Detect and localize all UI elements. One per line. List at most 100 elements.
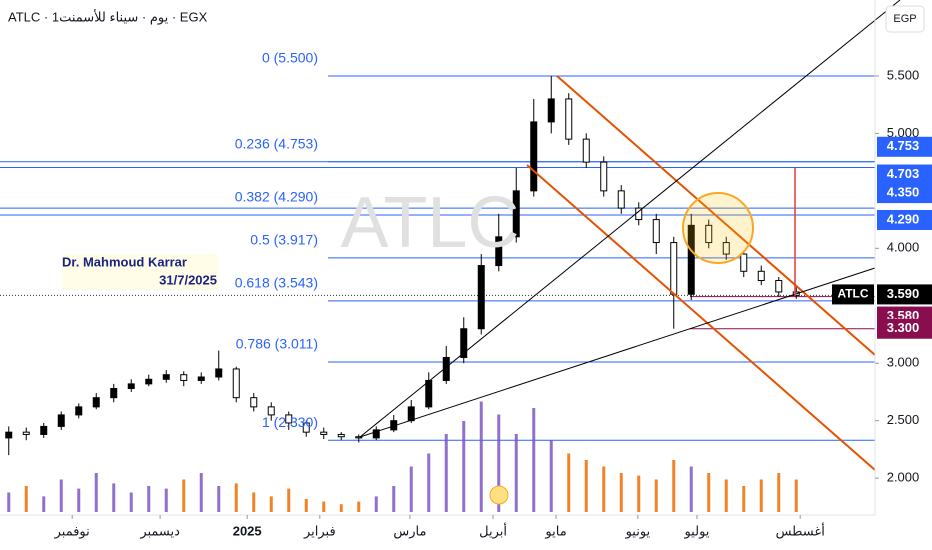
x-tick-label: مارس: [393, 523, 426, 539]
volume-bar: [77, 488, 81, 512]
volume-bar: [497, 414, 501, 512]
channel-upper: [556, 75, 876, 356]
candle-body: [232, 368, 240, 399]
price-label-box: [877, 284, 932, 305]
price-label-box: [877, 183, 932, 204]
volume-bar: [129, 492, 133, 512]
price-label-box: [877, 318, 932, 339]
trend-line: [359, 0, 901, 438]
volume-bar: [287, 488, 291, 512]
highlight-circle: [682, 192, 754, 264]
volume-bar: [689, 466, 693, 512]
dividend-icon: [489, 485, 509, 505]
drawings: [359, 0, 901, 505]
candle-body: [740, 253, 748, 272]
candle-body: [582, 138, 590, 163]
candle-body: [617, 190, 625, 209]
candle-body: [267, 406, 275, 416]
volume-bar: [392, 486, 396, 512]
x-tick-label: يوليو: [683, 523, 709, 539]
candle-body: [407, 406, 415, 422]
volume-bar: [357, 501, 361, 512]
volume-bar: [654, 479, 658, 512]
chart-title: ATLC · 1يوم · سيناء للأسمنت · EGX: [8, 8, 208, 25]
fib-label: 0.382 (4.290): [235, 189, 318, 205]
candle-body: [22, 431, 30, 435]
volume-bar: [199, 473, 203, 512]
volume-bar: [759, 479, 763, 512]
candle-body: [705, 224, 713, 244]
candle-body: [302, 422, 310, 433]
candle-body: [565, 98, 573, 140]
fib-label: 1 (2.330): [262, 414, 318, 430]
candle-body: [670, 242, 678, 295]
candle-body: [197, 376, 205, 381]
candle-body: [372, 429, 380, 439]
candle-body: [495, 236, 503, 267]
candle-body: [477, 265, 485, 330]
plot: [0, 75, 875, 512]
watermark: ATLC: [341, 183, 520, 263]
volume-bar: [182, 479, 186, 512]
volume-bar: [7, 492, 11, 512]
candle-body: [687, 224, 695, 295]
volume-bar: [269, 496, 273, 512]
price-label: 4.350: [887, 185, 920, 200]
candle-body: [355, 436, 363, 439]
volume-bar: [427, 453, 431, 512]
fib-label: 0.618 (3.543): [235, 275, 318, 291]
volume-bar: [94, 473, 98, 512]
author-box: [62, 254, 218, 290]
author: Dr. Mahmoud Karrar: [62, 254, 187, 269]
volume-bar: [444, 434, 448, 512]
candle-body: [547, 98, 555, 123]
volume-bar: [532, 408, 536, 512]
candle-body: [442, 356, 450, 381]
volume-bar: [374, 496, 378, 512]
y-tick-label: 3.000: [887, 355, 920, 370]
volume-bar: [164, 488, 168, 512]
volume-bar: [619, 473, 623, 512]
fib-label: 0 (5.500): [262, 50, 318, 66]
candle-body: [600, 161, 608, 192]
x-tick-label: فبراير: [303, 523, 336, 539]
x-tick-label: أبريل: [479, 522, 507, 539]
candle-body: [250, 397, 258, 408]
volume-bar: [514, 434, 518, 512]
price-label-box: [877, 164, 932, 185]
volume-bar: [479, 401, 483, 512]
volume-bar: [794, 479, 798, 512]
price-label-box: [877, 136, 932, 157]
volume-bar: [462, 421, 466, 512]
x-tick-label: نوفمبر: [54, 523, 90, 539]
volume-bar: [602, 466, 606, 512]
price-label: 3.300: [887, 320, 920, 335]
volume-bar: [637, 475, 641, 512]
candle-body: [127, 383, 135, 389]
y-tick-label: 2.500: [887, 412, 920, 427]
candle-body: [337, 433, 345, 438]
volume-bar: [707, 473, 711, 512]
fib-label: 0.236 (4.753): [235, 135, 318, 151]
volume-bar: [112, 483, 116, 512]
volume-bar: [147, 486, 151, 512]
fib-label: 0.5 (3.917): [250, 232, 318, 248]
candle-body: [180, 374, 188, 381]
candle-body: [652, 219, 660, 244]
volume-bar: [217, 486, 221, 512]
x-tick-label: يونيو: [625, 523, 651, 539]
y-tick-label: 5.000: [887, 125, 920, 140]
y-tick-label: 2.000: [887, 470, 920, 485]
channel-lower: [526, 164, 876, 471]
candle-body: [75, 406, 83, 416]
volume-bar: [777, 473, 781, 512]
price-label-box: [877, 209, 932, 230]
candle-body: [530, 121, 538, 192]
currency[interactable]: EGP: [893, 13, 916, 25]
currency-box[interactable]: [885, 5, 925, 33]
volume-bar: [567, 453, 571, 512]
candle-body: [40, 425, 48, 435]
volume-bar: [672, 460, 676, 512]
price-label: 4.753: [887, 138, 920, 153]
